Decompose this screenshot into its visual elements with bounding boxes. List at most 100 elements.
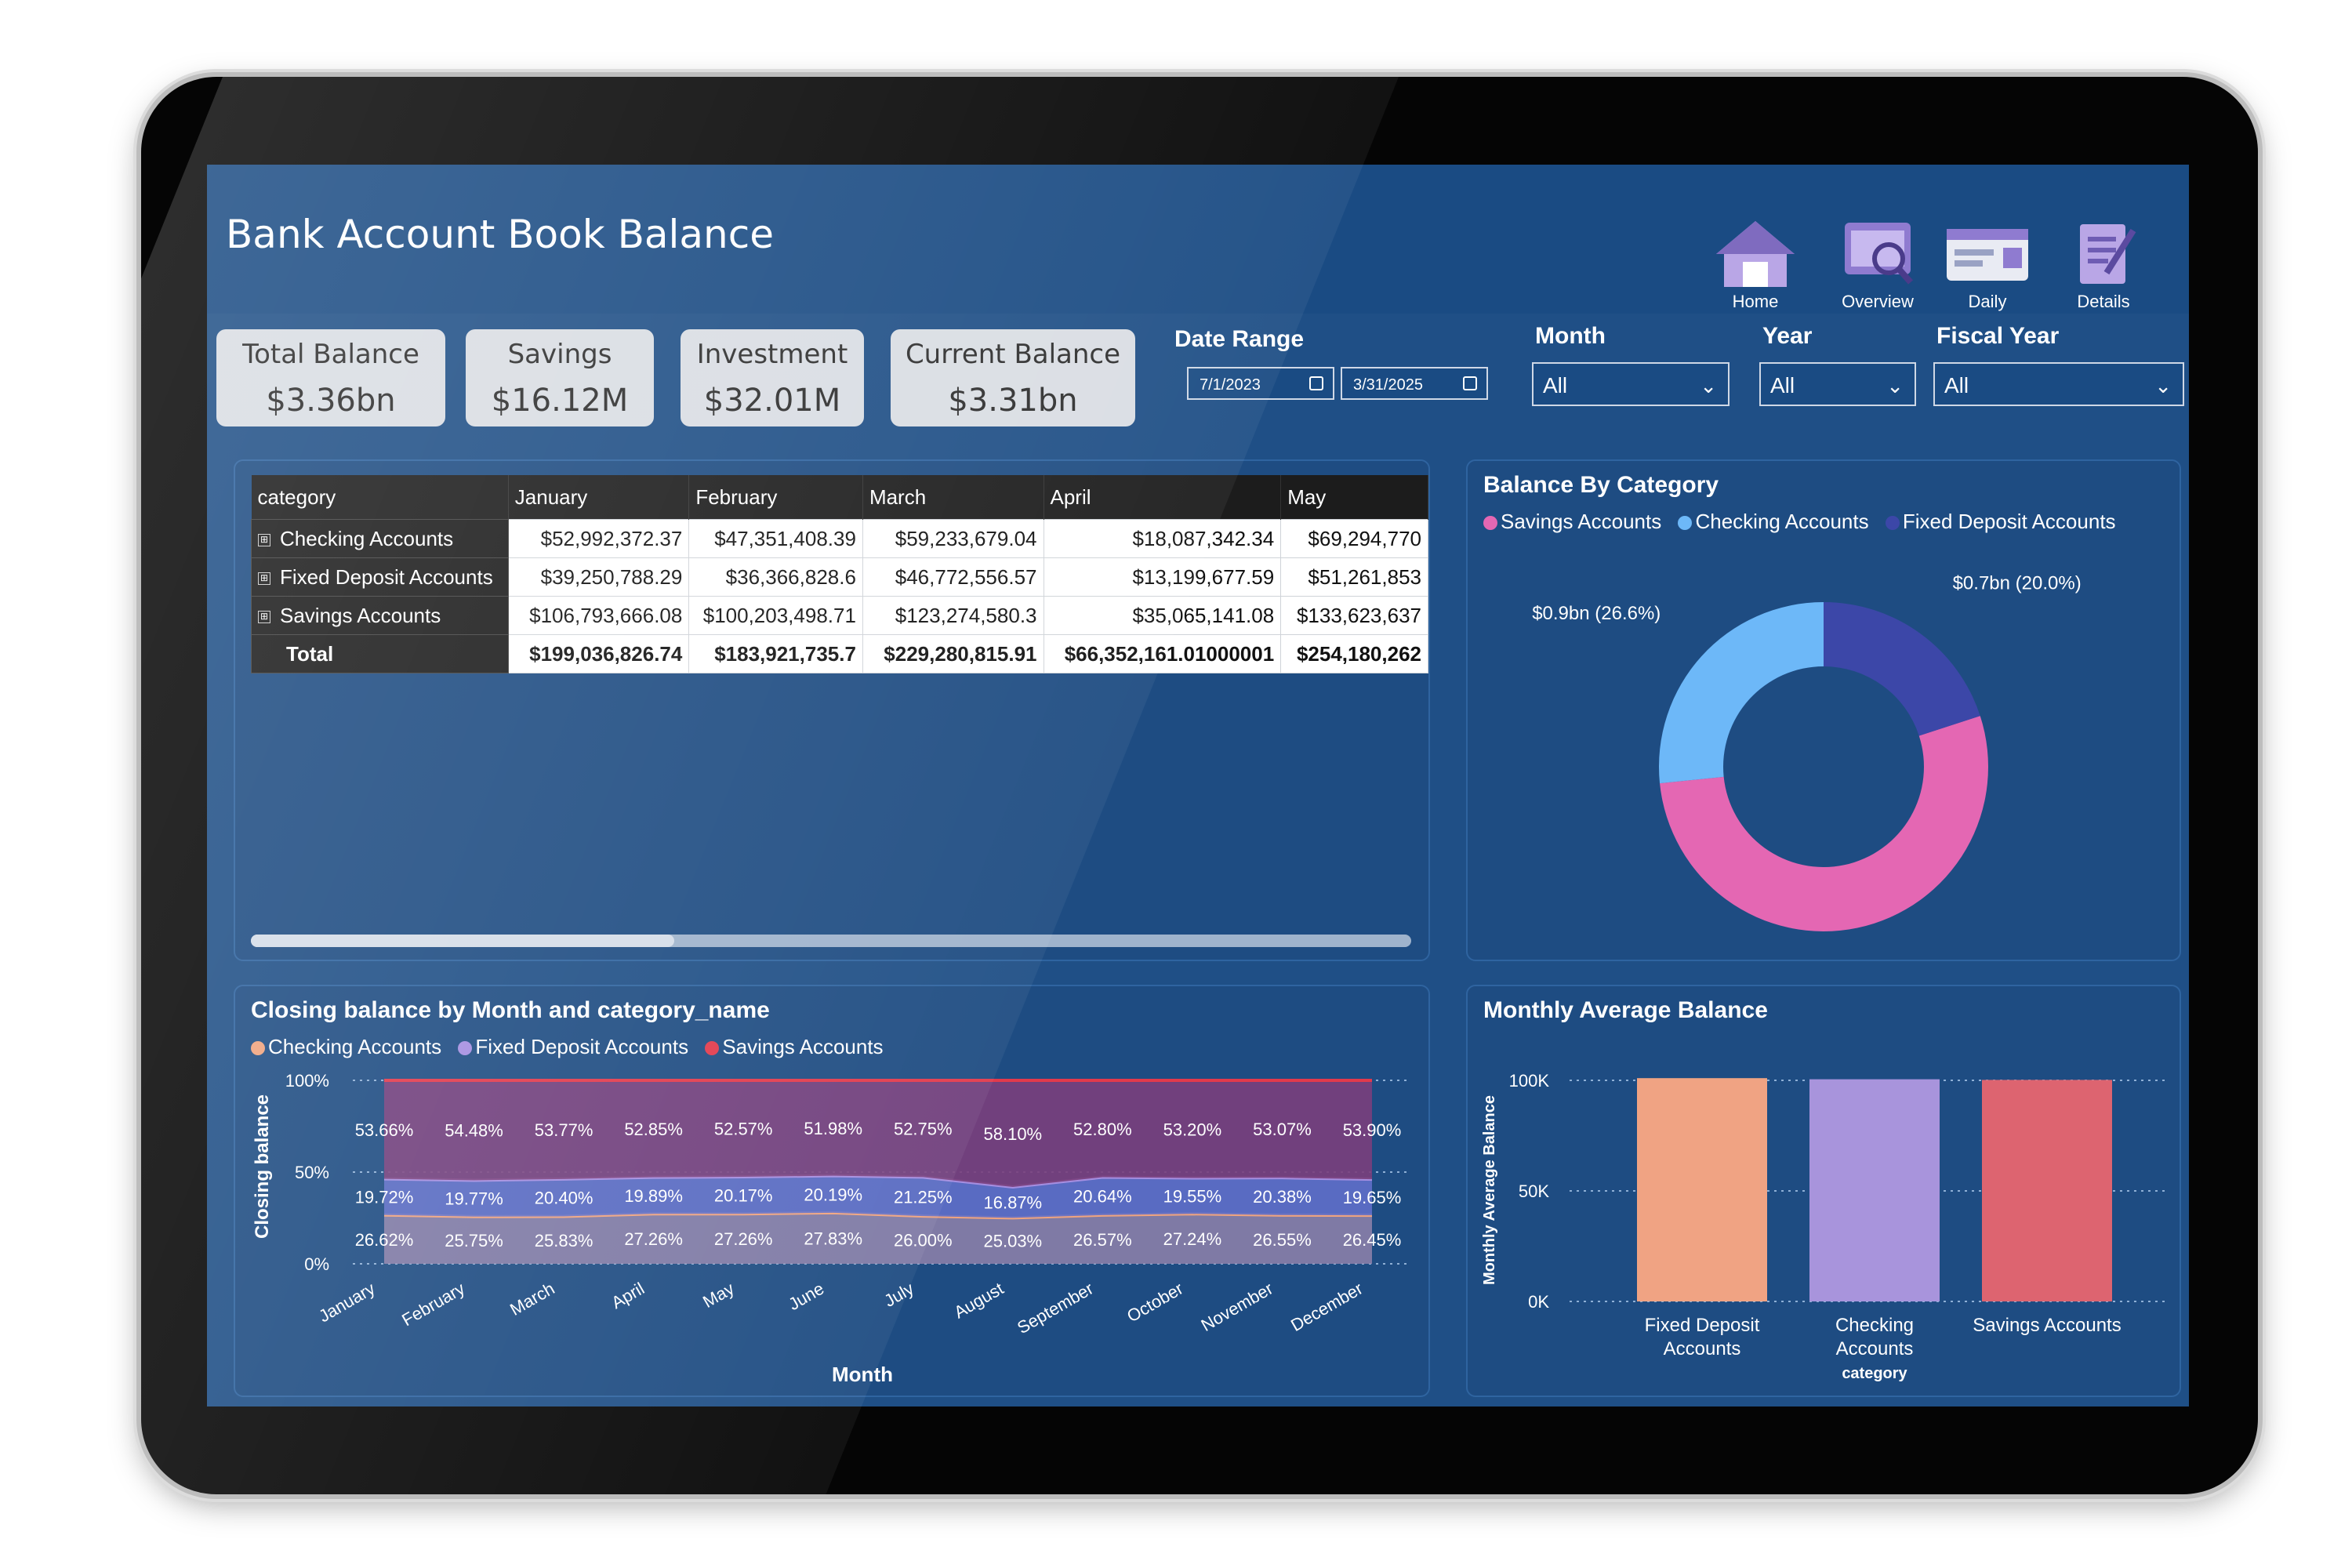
donut-legend: Savings Accounts Checking Accounts Fixed… <box>1483 510 2127 534</box>
table-cell: $183,921,735.7 <box>688 634 863 673</box>
dashboard-screen: Bank Account Book Balance Home <box>207 165 2189 1406</box>
legend-item-savings[interactable]: Savings Accounts <box>705 1035 884 1059</box>
row-header-fixed-deposit[interactable]: ⊞ Fixed Deposit Accounts <box>251 557 509 597</box>
legend-item-checking[interactable]: Checking Accounts <box>1678 510 1869 534</box>
column-header-january[interactable]: January <box>508 475 690 520</box>
legend-label: Fixed Deposit Accounts <box>1902 510 2116 533</box>
column-header-march[interactable]: March <box>862 475 1044 520</box>
legend-item-savings[interactable]: Savings Accounts <box>1483 510 1661 534</box>
fiscal-year-dropdown[interactable]: All ⌄ <box>1933 362 2184 406</box>
daily-icon <box>1940 215 2034 290</box>
date-end-input[interactable]: 3/31/2025 <box>1341 367 1488 400</box>
table-cell: $106,793,666.08 <box>507 596 690 635</box>
donut-data-label: $0.7bn (20.0%) <box>1953 572 2082 593</box>
donut-slice <box>1660 716 1988 931</box>
year-filter-label: Year <box>1762 323 1813 349</box>
column-header-february[interactable]: February <box>688 475 863 520</box>
row-header-checking[interactable]: ⊞ Checking Accounts <box>251 519 509 558</box>
area-data-label: 19.55% <box>1163 1186 1222 1206</box>
table-cell: $59,233,679.04 <box>862 519 1044 558</box>
area-data-label: 26.45% <box>1343 1230 1402 1250</box>
fiscal-year-dropdown-value: All <box>1944 373 1969 397</box>
page-title: Bank Account Book Balance <box>226 212 774 257</box>
legend-label: Checking Accounts <box>268 1035 442 1058</box>
area-data-label: 25.75% <box>445 1231 503 1250</box>
nav-home[interactable]: Home <box>1704 215 1806 312</box>
table-cell: $39,250,788.29 <box>507 557 690 597</box>
nav-daily[interactable]: Daily <box>1936 215 2038 312</box>
table-total-row: Total $199,036,826.74 $183,921,735.7 $22… <box>251 634 1428 673</box>
table-cell: $36,366,828.6 <box>688 557 863 597</box>
x-tick-label: February <box>398 1279 468 1330</box>
nav-daily-label: Daily <box>1968 292 2007 311</box>
area-data-label: 53.90% <box>1343 1120 1402 1140</box>
area-data-label: 52.75% <box>894 1120 953 1139</box>
y-tick-label: 0% <box>304 1254 329 1274</box>
horizontal-scrollbar[interactable] <box>251 935 1411 947</box>
chevron-down-icon: ⌄ <box>1700 374 1717 397</box>
x-tick-label: Accounts <box>1836 1338 1914 1359</box>
month-filter-label: Month <box>1535 323 1606 349</box>
area-series <box>384 1212 1372 1264</box>
legend-label: Savings Accounts <box>1501 510 1662 533</box>
bar <box>1982 1080 2112 1301</box>
donut-panel: Balance By Category Savings Accounts Che… <box>1466 459 2181 961</box>
month-dropdown[interactable]: All ⌄ <box>1532 362 1730 406</box>
y-tick-label: 100K <box>1509 1071 1550 1091</box>
area-data-label: 54.48% <box>445 1121 503 1141</box>
kpi-current-balance: Current Balance $3.31bn <box>891 329 1135 426</box>
year-dropdown-value: All <box>1770 373 1795 397</box>
expand-icon[interactable]: ⊞ <box>258 572 270 585</box>
column-header-april[interactable]: April <box>1044 475 1282 520</box>
bar <box>1637 1078 1767 1301</box>
area-chart: 0% 50% 100% 26.62% 25.75% 25.83% 27.26% 27.26% 2… <box>252 1071 1411 1386</box>
legend-dot <box>1678 516 1693 531</box>
expand-icon[interactable]: ⊞ <box>258 533 270 546</box>
matrix-panel: category January February March April Ma… <box>234 459 1430 961</box>
area-data-label: 19.89% <box>624 1186 683 1206</box>
table-row: ⊞ Savings Accounts $106,793,666.08 $100,2… <box>251 596 1428 635</box>
column-header-may[interactable]: May <box>1280 475 1428 520</box>
y-axis-title: Monthly Average Balance <box>1481 1095 1498 1285</box>
x-tick-label: November <box>1198 1279 1276 1335</box>
x-tick-label: Savings Accounts <box>1973 1315 2121 1336</box>
row-label: Savings Accounts <box>280 603 441 627</box>
date-start-input[interactable]: 7/1/2023 <box>1187 367 1334 400</box>
scrollbar-thumb[interactable] <box>251 935 674 947</box>
legend-item-fixed-deposit[interactable]: Fixed Deposit Accounts <box>458 1035 688 1059</box>
area-data-label: 19.65% <box>1343 1188 1402 1207</box>
table-cell: $46,772,556.57 <box>862 557 1044 597</box>
area-data-label: 53.77% <box>535 1120 593 1140</box>
area-data-label: 53.66% <box>355 1120 414 1140</box>
area-data-label: 27.24% <box>1163 1229 1222 1249</box>
legend-item-checking[interactable]: Checking Accounts <box>251 1035 441 1059</box>
nav-details[interactable]: Details <box>2053 215 2154 312</box>
kpi-value: $3.36bn <box>266 383 396 419</box>
area-data-label: 53.20% <box>1163 1120 1222 1139</box>
table-cell: $123,274,580.3 <box>862 596 1044 635</box>
column-header-category[interactable]: category <box>251 475 509 520</box>
table-cell: $66,352,161.01000001 <box>1043 634 1282 673</box>
row-header-savings[interactable]: ⊞ Savings Accounts <box>251 596 509 635</box>
donut-slice <box>1824 602 1980 736</box>
legend-label: Fixed Deposit Accounts <box>475 1035 689 1058</box>
table-cell: $51,261,853 <box>1280 557 1428 597</box>
overview-icon <box>1831 215 1925 290</box>
legend-label: Checking Accounts <box>1695 510 1869 533</box>
area-data-label: 25.03% <box>984 1232 1043 1251</box>
nav-overview[interactable]: Overview <box>1827 215 1929 312</box>
x-tick-label: March <box>506 1279 557 1319</box>
table-cell: $133,623,637 <box>1280 596 1428 635</box>
kpi-investment: Investment $32.01M <box>681 329 864 426</box>
y-tick-label: 100% <box>285 1071 329 1091</box>
area-chart-title: Closing balance by Month and category_na… <box>251 997 770 1023</box>
x-tick-label: May <box>699 1279 737 1312</box>
legend-item-fixed-deposit[interactable]: Fixed Deposit Accounts <box>1885 510 2116 534</box>
expand-icon[interactable]: ⊞ <box>258 610 270 623</box>
calendar-icon[interactable] <box>1309 376 1323 390</box>
legend-dot <box>251 1041 265 1056</box>
year-dropdown[interactable]: All ⌄ <box>1759 362 1916 406</box>
area-data-label: 26.57% <box>1073 1230 1132 1250</box>
area-data-label: 26.55% <box>1253 1230 1312 1250</box>
calendar-icon[interactable] <box>1463 376 1477 390</box>
